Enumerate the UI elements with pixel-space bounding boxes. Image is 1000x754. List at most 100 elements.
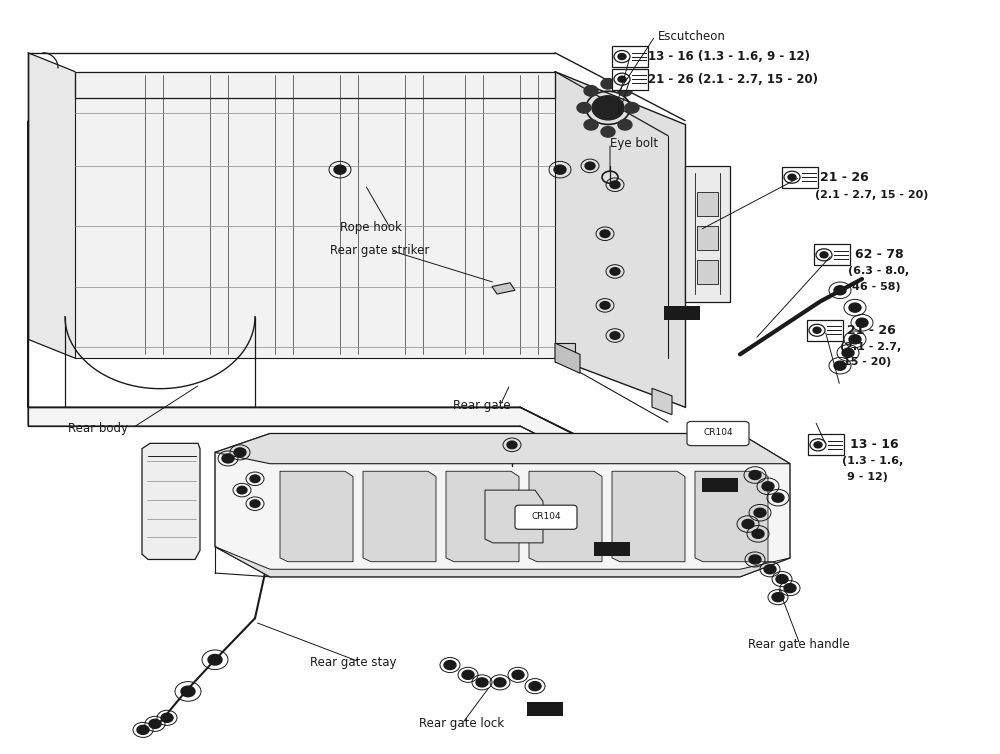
Circle shape: [814, 442, 822, 448]
Circle shape: [764, 565, 776, 574]
Bar: [808, 434, 844, 455]
Polygon shape: [215, 434, 790, 577]
FancyBboxPatch shape: [515, 505, 577, 529]
Circle shape: [856, 318, 868, 327]
Circle shape: [618, 54, 626, 60]
Polygon shape: [652, 388, 672, 415]
Text: 21 - 26: 21 - 26: [820, 170, 869, 184]
Circle shape: [592, 96, 624, 120]
Text: 13 - 16: 13 - 16: [850, 438, 899, 452]
Circle shape: [772, 593, 784, 602]
FancyBboxPatch shape: [687, 421, 749, 446]
Circle shape: [476, 678, 488, 687]
Text: (2.1 - 2.7, 15 - 20): (2.1 - 2.7, 15 - 20): [815, 189, 928, 200]
Circle shape: [610, 181, 620, 188]
Circle shape: [444, 661, 456, 670]
Circle shape: [618, 120, 632, 130]
Text: 15 - 20): 15 - 20): [843, 357, 891, 367]
Polygon shape: [485, 490, 543, 543]
Circle shape: [749, 555, 761, 564]
Circle shape: [554, 165, 566, 174]
Polygon shape: [446, 471, 519, 562]
Circle shape: [494, 678, 506, 687]
Circle shape: [834, 361, 846, 370]
Bar: [527, 702, 563, 716]
Circle shape: [610, 268, 620, 275]
Text: 62 - 78: 62 - 78: [855, 248, 904, 262]
Circle shape: [618, 76, 626, 82]
Polygon shape: [555, 72, 685, 407]
Text: 9 - 12): 9 - 12): [847, 471, 888, 482]
Circle shape: [600, 230, 610, 238]
Circle shape: [610, 332, 620, 339]
Circle shape: [849, 335, 861, 344]
Circle shape: [762, 482, 774, 491]
Circle shape: [208, 654, 222, 665]
Bar: [814, 244, 850, 265]
Circle shape: [584, 85, 598, 96]
Bar: [807, 320, 843, 341]
Bar: [782, 167, 818, 188]
Circle shape: [222, 454, 234, 463]
Polygon shape: [28, 53, 75, 358]
Polygon shape: [697, 226, 718, 250]
Polygon shape: [685, 166, 730, 302]
Circle shape: [577, 103, 591, 113]
Circle shape: [834, 286, 846, 295]
Text: Escutcheon: Escutcheon: [658, 29, 726, 43]
Circle shape: [749, 470, 761, 480]
Circle shape: [772, 493, 784, 502]
Circle shape: [842, 348, 854, 357]
Polygon shape: [612, 471, 685, 562]
Bar: [702, 478, 738, 492]
Circle shape: [776, 575, 788, 584]
Circle shape: [849, 303, 861, 312]
Text: Rear gate striker: Rear gate striker: [330, 244, 429, 257]
Circle shape: [507, 441, 517, 449]
Polygon shape: [555, 343, 580, 373]
Circle shape: [161, 713, 173, 722]
Circle shape: [820, 252, 828, 258]
Text: Rear body: Rear body: [68, 421, 128, 435]
Circle shape: [618, 85, 632, 96]
Circle shape: [462, 670, 474, 679]
Circle shape: [813, 327, 821, 333]
Bar: [612, 46, 648, 67]
Bar: [612, 69, 648, 90]
Polygon shape: [492, 283, 515, 294]
Polygon shape: [697, 192, 718, 216]
Text: (2.1 - 2.7,: (2.1 - 2.7,: [840, 342, 901, 352]
Text: Rope hook: Rope hook: [340, 221, 402, 234]
Text: 21 - 26: 21 - 26: [847, 323, 896, 337]
Circle shape: [754, 508, 766, 517]
Circle shape: [784, 584, 796, 593]
Polygon shape: [75, 72, 668, 358]
Polygon shape: [215, 434, 790, 464]
Text: 21 - 26 (2.1 - 2.7, 15 - 20): 21 - 26 (2.1 - 2.7, 15 - 20): [648, 72, 818, 86]
Bar: [594, 542, 630, 556]
Text: Rear gate lock: Rear gate lock: [419, 717, 505, 731]
Bar: [664, 306, 700, 320]
Text: Eye bolt: Eye bolt: [610, 136, 658, 150]
Polygon shape: [555, 343, 575, 362]
Text: CR104: CR104: [531, 512, 561, 521]
Circle shape: [625, 103, 639, 113]
Circle shape: [584, 120, 598, 130]
Polygon shape: [28, 121, 685, 494]
Circle shape: [250, 475, 260, 483]
Polygon shape: [215, 547, 790, 577]
Text: CR104: CR104: [703, 428, 733, 437]
Polygon shape: [280, 471, 353, 562]
Text: (1.3 - 1.6,: (1.3 - 1.6,: [842, 456, 903, 467]
Circle shape: [788, 174, 796, 180]
Polygon shape: [529, 471, 602, 562]
Circle shape: [512, 670, 524, 679]
Polygon shape: [695, 471, 768, 562]
Polygon shape: [697, 260, 718, 284]
Text: 13 - 16 (1.3 - 1.6, 9 - 12): 13 - 16 (1.3 - 1.6, 9 - 12): [648, 50, 810, 63]
Polygon shape: [142, 443, 200, 559]
Text: Rear gate stay: Rear gate stay: [310, 655, 396, 669]
Text: (6.3 - 8.0,: (6.3 - 8.0,: [848, 266, 909, 277]
Circle shape: [529, 682, 541, 691]
Circle shape: [334, 165, 346, 174]
